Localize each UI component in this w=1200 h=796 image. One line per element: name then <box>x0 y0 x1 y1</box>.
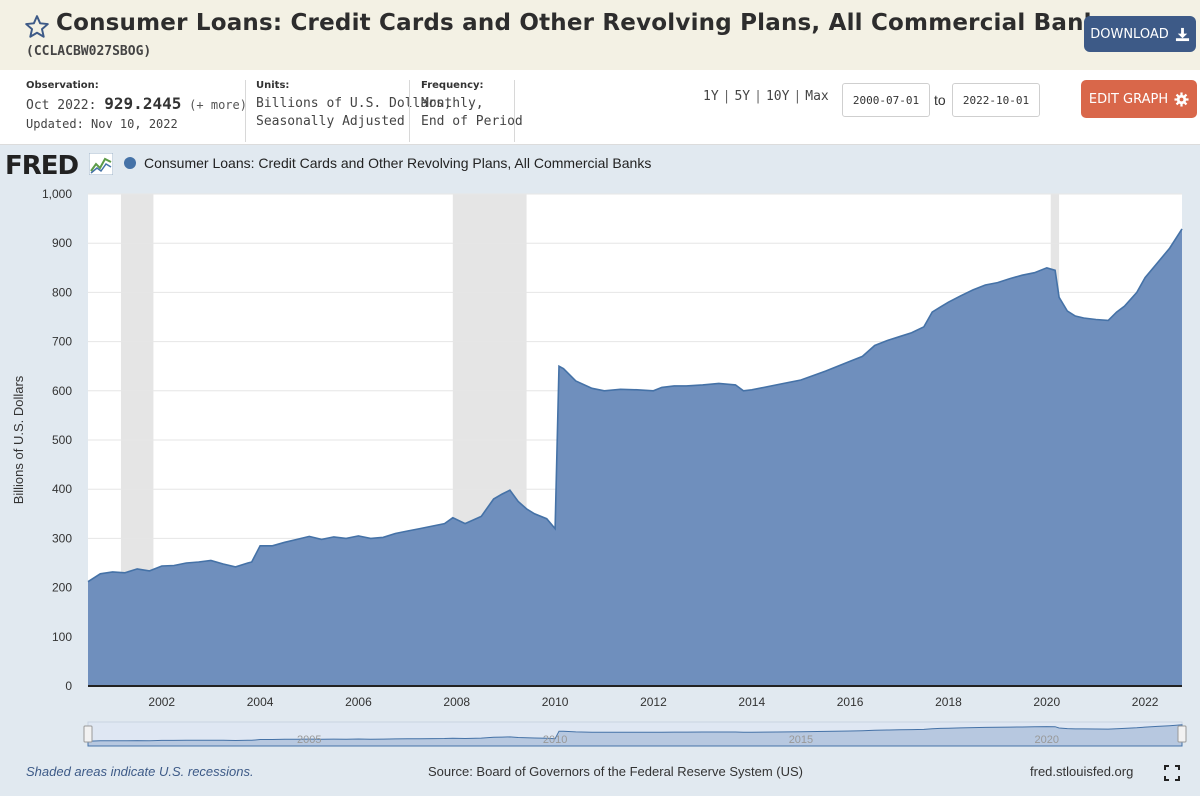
frequency-label: Frequency: <box>421 80 484 91</box>
frequency-line1: Monthly, <box>421 96 484 111</box>
fred-logo[interactable]: FRED <box>5 151 79 181</box>
download-icon <box>1175 27 1189 41</box>
x-tick-label: 2012 <box>640 695 667 709</box>
series-header: Consumer Loans: Credit Cards and Other R… <box>0 0 1200 70</box>
x-tick-label: 2004 <box>247 695 274 709</box>
x-tick-label: 2002 <box>148 695 175 709</box>
navigator-label: 2020 <box>1035 734 1059 746</box>
navigator-handle[interactable] <box>1177 725 1187 743</box>
site-link[interactable]: fred.stlouisfed.org <box>1030 764 1134 779</box>
download-label: DOWNLOAD <box>1090 26 1169 42</box>
x-tick-label: 2014 <box>738 695 765 709</box>
x-tick-label: 2020 <box>1033 695 1060 709</box>
x-tick-label: 2010 <box>542 695 569 709</box>
to-label: to <box>934 92 946 108</box>
navigator-series <box>87 724 1183 747</box>
navigator-label: 2015 <box>789 734 813 746</box>
page-title: Consumer Loans: Credit Cards and Other R… <box>56 10 1114 36</box>
y-tick-label: 1,000 <box>42 187 72 201</box>
frequency-block: Frequency: Monthly, End of Period <box>421 80 523 131</box>
y-axis-title: Billions of U.S. Dollars <box>11 375 26 504</box>
navigator-label: 2010 <box>543 734 567 746</box>
x-tick-label: 2008 <box>443 695 470 709</box>
legend-label: Consumer Loans: Credit Cards and Other R… <box>144 155 652 171</box>
series-area <box>88 228 1182 686</box>
divider <box>514 80 515 142</box>
range-10y-link[interactable]: 10Y <box>765 89 790 104</box>
end-date-input[interactable]: 2022-10-01 <box>952 83 1040 117</box>
range-max-link[interactable]: Max <box>805 89 829 104</box>
units-line1: Billions of U.S. Dollars, <box>256 96 452 111</box>
gear-icon <box>1174 91 1189 107</box>
download-button[interactable]: DOWNLOAD <box>1084 16 1196 52</box>
y-tick-label: 200 <box>52 581 72 595</box>
observation-period: Oct 2022: <box>26 98 97 113</box>
start-date-input[interactable]: 2000-07-01 <box>842 83 930 117</box>
recession-note: Shaded areas indicate U.S. recessions. <box>26 764 254 779</box>
x-tick-label: 2018 <box>935 695 962 709</box>
series-id: (CCLACBW027SBOG) <box>26 44 152 59</box>
navigator-handle[interactable] <box>83 725 93 743</box>
frequency-value: Monthly, End of Period <box>421 95 523 131</box>
units-label: Units: <box>256 80 290 91</box>
y-tick-label: 0 <box>65 679 72 693</box>
x-tick-label: 2006 <box>345 695 372 709</box>
star-outline-icon[interactable] <box>24 14 50 40</box>
divider <box>409 80 410 142</box>
x-tick-label: 2016 <box>837 695 864 709</box>
fullscreen-icon[interactable] <box>1164 765 1180 781</box>
observation-line: Oct 2022: 929.2445 (+ more) <box>26 95 247 115</box>
range-separator: | <box>754 89 762 104</box>
range-separator: | <box>793 89 802 104</box>
chart-panel: FRED Consumer Loans: Credit Cards and Ot… <box>0 145 1200 796</box>
observation-label: Observation: <box>26 80 99 91</box>
series-line <box>87 228 1183 583</box>
y-tick-label: 300 <box>52 531 72 545</box>
divider <box>245 80 246 142</box>
y-tick-label: 400 <box>52 482 72 496</box>
units-line2: Seasonally Adjusted <box>256 114 405 129</box>
range-5y-link[interactable]: 5Y <box>734 89 751 104</box>
y-tick-label: 600 <box>52 384 72 398</box>
units-block: Units: Billions of U.S. Dollars, Seasona… <box>256 80 452 131</box>
y-tick-label: 800 <box>52 285 72 299</box>
observation-value: 929.2445 <box>104 94 182 113</box>
metadata-bar: Observation: Oct 2022: 929.2445 (+ more)… <box>0 70 1200 145</box>
y-tick-label: 700 <box>52 335 72 349</box>
frequency-line2: End of Period <box>421 114 523 129</box>
legend-marker <box>124 157 136 169</box>
y-tick-label: 500 <box>52 433 72 447</box>
observation-more-link[interactable]: (+ more) <box>189 98 247 112</box>
observation-block: Observation: Oct 2022: 929.2445 (+ more)… <box>26 80 247 131</box>
updated-date: Updated: Nov 10, 2022 <box>26 117 178 131</box>
y-tick-label: 900 <box>52 236 72 250</box>
range-separator: | <box>722 89 731 104</box>
edit-graph-button[interactable]: EDIT GRAPH <box>1081 80 1197 118</box>
y-tick-label: 100 <box>52 630 72 644</box>
edit-graph-label: EDIT GRAPH <box>1088 91 1169 107</box>
fred-chart-icon <box>89 153 113 175</box>
range-1y-link[interactable]: 1Y <box>703 89 719 104</box>
units-value: Billions of U.S. Dollars, Seasonally Adj… <box>256 95 452 131</box>
x-tick-label: 2022 <box>1132 695 1159 709</box>
source-note: Source: Board of Governors of the Federa… <box>428 764 803 779</box>
area-chart[interactable]: 0 100 200 300 400 500 600 700 800 900 1,000 2002 200… <box>0 145 1200 755</box>
range-selector: 1Y | 5Y | 10Y | Max <box>703 89 829 104</box>
navigator-label: 2005 <box>297 734 321 746</box>
